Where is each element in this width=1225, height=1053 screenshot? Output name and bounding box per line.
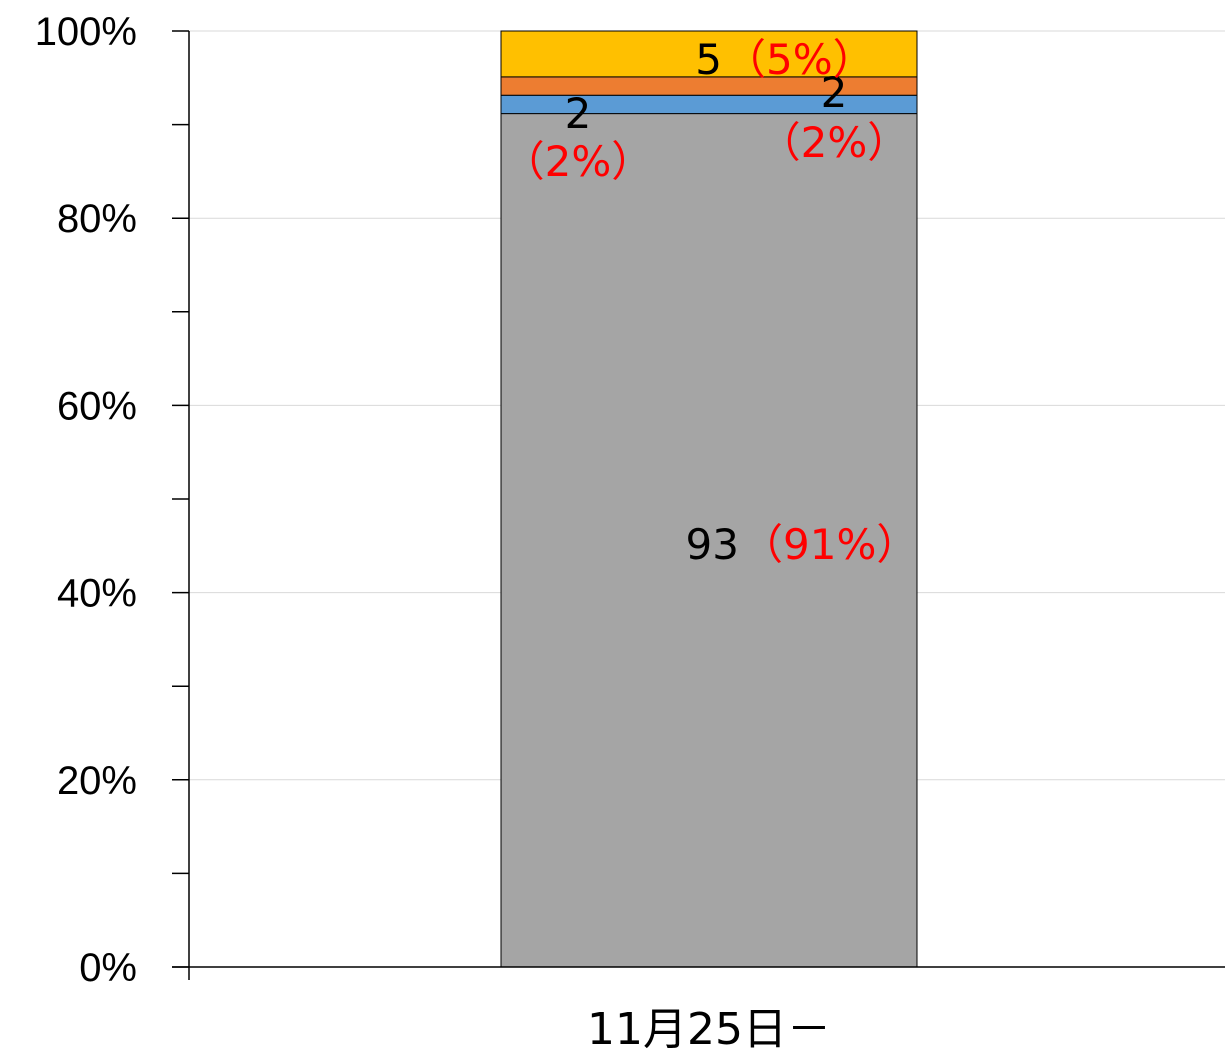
data-label-percent: （91%）: [741, 520, 918, 569]
axes: [172, 31, 1225, 980]
bar-segments: [500, 30, 918, 968]
data-label-count: 93: [686, 520, 739, 569]
y-tick-label: 20%: [57, 759, 137, 803]
data-labels: 93 （91%）2（2%）2（2%）5 （5%）: [503, 35, 919, 569]
data-label-percent: （5%）: [724, 35, 875, 84]
y-tick-label: 40%: [57, 572, 137, 616]
y-tick-label: 80%: [57, 197, 137, 241]
y-tick-label: 100%: [35, 10, 137, 54]
bar-segment: [500, 94, 918, 115]
data-label-percent: （2%）: [503, 137, 654, 186]
y-tick-label: 0%: [79, 946, 137, 990]
data-label-count: 2: [565, 89, 592, 138]
bar-segment: [500, 113, 918, 968]
data-label-count: 2: [821, 68, 848, 117]
data-label-count: 5: [695, 35, 722, 84]
y-ticks: 0% 20% 40% 60% 80% 100%: [35, 10, 189, 990]
y-tick-label: 60%: [57, 384, 137, 428]
bar-segment: [500, 30, 918, 78]
data-label-percent: （2%）: [759, 118, 910, 167]
x-ticks: 11月25日－: [587, 1004, 831, 1053]
x-tick-label: 11月25日－: [587, 1004, 831, 1053]
